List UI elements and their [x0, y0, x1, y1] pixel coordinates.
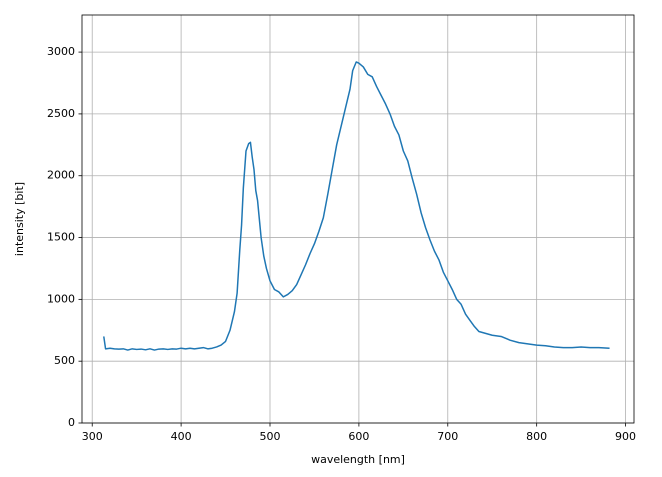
- y-tick-label: 0: [68, 416, 75, 429]
- plot-frame: [81, 14, 635, 424]
- x-tick-label: 800: [526, 430, 547, 443]
- y-tick-label: 500: [54, 354, 75, 367]
- x-axis-label: wavelength [nm]: [311, 453, 405, 466]
- x-tick-label: 400: [171, 430, 192, 443]
- y-axis-label: intensity [bit]: [13, 182, 26, 256]
- x-tick-label: 500: [260, 430, 281, 443]
- y-tick-label: 1000: [47, 292, 75, 305]
- x-tick-label: 300: [82, 430, 103, 443]
- y-tick-label: 3000: [47, 45, 75, 58]
- x-tick-label: 600: [348, 430, 369, 443]
- y-tick-label: 1500: [47, 231, 75, 244]
- x-tick-label: 700: [437, 430, 458, 443]
- y-tick-label: 2500: [47, 107, 75, 120]
- line: [103, 61, 610, 351]
- x-tick-label: 900: [615, 430, 636, 443]
- y-tick-label: 2000: [47, 169, 75, 182]
